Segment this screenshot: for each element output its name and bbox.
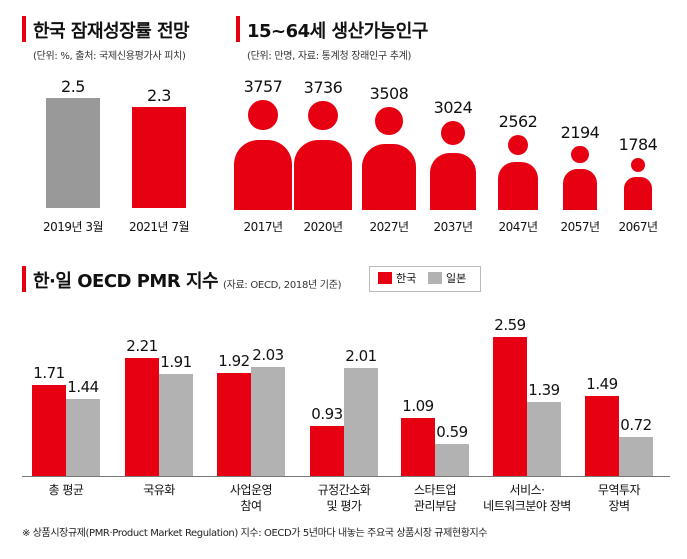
pmr-value-korea: 2.21 bbox=[126, 336, 158, 355]
pmr-value-japan: 0.59 bbox=[436, 423, 468, 442]
title-marker-growth bbox=[22, 16, 26, 42]
population-year-label: 2020년 bbox=[303, 220, 343, 234]
population-chart-title: 15~64세 생산가능인구 bbox=[247, 21, 428, 42]
growth-value-label: 2.3 bbox=[147, 85, 171, 105]
pmr-category-label: 사업운영 bbox=[229, 483, 273, 497]
pmr-bar-japan bbox=[159, 373, 193, 476]
pmr-bar-korea bbox=[310, 426, 344, 476]
pmr-bar-japan bbox=[66, 398, 100, 476]
pmr-category-label: 네트워크분야 장벽 bbox=[483, 499, 571, 513]
pmr-category-label: 스타트업 bbox=[413, 483, 457, 497]
legend bbox=[369, 266, 481, 292]
pmr-value-korea: 2.59 bbox=[494, 316, 526, 335]
pmr-category-label: 및 평가 bbox=[326, 499, 362, 513]
pmr-value-japan: 1.39 bbox=[528, 380, 560, 399]
pmr-category-label: 관리부담 bbox=[413, 499, 457, 513]
pmr-bar-japan bbox=[435, 444, 469, 476]
person-body-icon bbox=[294, 139, 352, 210]
pmr-bar-korea bbox=[493, 337, 527, 476]
pmr-bar-korea bbox=[401, 417, 435, 476]
pmr-value-japan: 0.72 bbox=[620, 416, 652, 435]
pmr-bar-korea bbox=[125, 357, 159, 476]
population-value-label: 2194 bbox=[560, 122, 600, 142]
pmr-category-label: 참여 bbox=[240, 499, 262, 513]
growth-value-label: 2.5 bbox=[61, 77, 85, 96]
person-body-icon bbox=[233, 139, 293, 210]
pmr-footnote: ※ 상품시장규제(PMR·Product Market Regulation) … bbox=[22, 528, 488, 539]
pmr-bar-korea bbox=[217, 373, 251, 476]
growth-category-label: 2019년 3월 bbox=[42, 220, 104, 234]
person-body-icon bbox=[562, 168, 597, 210]
population-value-label: 2562 bbox=[498, 111, 538, 131]
person-head-icon bbox=[248, 100, 278, 130]
growth-bar bbox=[132, 106, 186, 208]
pmr-value-korea: 1.09 bbox=[402, 396, 434, 415]
pmr-value-japan: 2.01 bbox=[345, 347, 377, 366]
population-value-label: 3757 bbox=[243, 77, 283, 96]
pmr-value-korea: 1.71 bbox=[33, 363, 65, 382]
legend-label-korea: 한국 bbox=[396, 272, 417, 285]
pmr-bar-japan bbox=[527, 401, 561, 476]
population-year-label: 2027년 bbox=[369, 220, 409, 234]
pmr-bar-korea bbox=[585, 396, 619, 476]
title-marker-pmr bbox=[22, 266, 26, 292]
person-body-icon bbox=[624, 176, 652, 210]
pmr-value-korea: 1.92 bbox=[218, 352, 250, 371]
growth-bar bbox=[46, 98, 100, 208]
pmr-bar-japan bbox=[251, 367, 285, 476]
growth-category-label: 2021년 7월 bbox=[128, 220, 190, 234]
pmr-bar-japan bbox=[344, 368, 378, 476]
legend-label-japan: 일본 bbox=[446, 272, 467, 285]
population-chart-subtitle: (단위: 만명, 자료: 통계청 장래인구 추계) bbox=[247, 51, 412, 62]
person-head-icon bbox=[507, 134, 529, 156]
person-head-icon bbox=[571, 145, 589, 164]
growth-chart-title: 한국 잠재성장률 전망 bbox=[33, 21, 190, 42]
pmr-chart-subtitle: (자료: OECD, 2018년 기준) bbox=[223, 280, 342, 291]
person-head-icon bbox=[308, 100, 338, 131]
population-value-label: 3736 bbox=[303, 77, 343, 97]
population-value-label: 3508 bbox=[369, 84, 409, 104]
legend-swatch-japan bbox=[428, 272, 442, 284]
person-body-icon bbox=[429, 153, 477, 210]
population-year-label: 2067년 bbox=[618, 220, 658, 234]
population-year-label: 2047년 bbox=[498, 220, 538, 234]
pmr-value-korea: 0.93 bbox=[311, 405, 343, 424]
pmr-value-japan: 1.91 bbox=[160, 352, 192, 371]
person-head-icon bbox=[630, 157, 646, 172]
pmr-chart-title: 한·일 OECD PMR 지수 bbox=[33, 271, 219, 292]
population-year-label: 2017년 bbox=[243, 220, 283, 234]
pmr-value-japan: 2.03 bbox=[252, 346, 284, 365]
population-value-label: 3024 bbox=[433, 98, 473, 118]
pmr-category-label: 총 평균 bbox=[48, 483, 84, 497]
person-body-icon bbox=[498, 161, 538, 210]
legend-swatch-korea bbox=[378, 272, 392, 284]
pmr-value-japan: 1.44 bbox=[67, 377, 99, 396]
pmr-bar-japan bbox=[619, 437, 653, 476]
pmr-bar-korea bbox=[32, 384, 66, 476]
pmr-category-label: 국유화 bbox=[143, 483, 175, 497]
person-head-icon bbox=[441, 121, 465, 146]
title-marker-population bbox=[236, 16, 240, 42]
pmr-category-label: 서비스· bbox=[509, 483, 545, 497]
population-year-label: 2057년 bbox=[560, 220, 600, 234]
pmr-category-label: 장벽 bbox=[608, 499, 630, 513]
person-head-icon bbox=[375, 107, 403, 135]
pmr-baseline bbox=[22, 476, 670, 477]
person-body-icon bbox=[361, 144, 417, 210]
pmr-value-korea: 1.49 bbox=[586, 375, 618, 394]
pmr-category-label: 무역투자 bbox=[597, 483, 641, 497]
growth-chart-subtitle: (단위: %, 출처: 국제신용평가사 피치) bbox=[33, 51, 186, 62]
pmr-category-label: 규정간소화 bbox=[317, 483, 371, 497]
population-value-label: 1784 bbox=[618, 134, 658, 154]
population-year-label: 2037년 bbox=[433, 220, 473, 234]
